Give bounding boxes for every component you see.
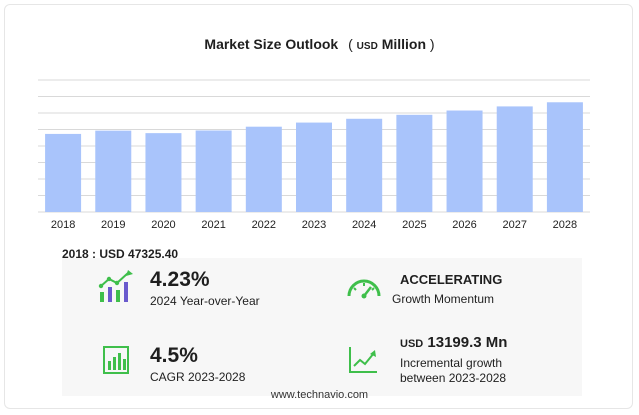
bar-2024 xyxy=(346,118,383,212)
growth-bars-icon xyxy=(98,270,133,302)
x-tick-label: 2027 xyxy=(502,219,526,231)
x-tick-label: 2020 xyxy=(151,219,175,231)
cagr-label: CAGR 2023-2028 xyxy=(150,370,246,384)
momentum-label: Growth Momentum xyxy=(392,292,495,306)
cagr-value: 4.5% xyxy=(150,344,198,367)
chart-title-main: Market Size Outlook xyxy=(204,36,339,52)
bar-2021 xyxy=(195,130,232,212)
x-tick-label: 2018 xyxy=(51,219,75,231)
bar-chart-icon xyxy=(103,346,129,374)
bar-2019 xyxy=(95,130,132,212)
bar-2022 xyxy=(245,126,282,212)
yoy-value: 4.23% xyxy=(150,268,210,291)
base-year-value: 2018 : USD 47325.40 xyxy=(62,247,179,261)
speedometer-icon xyxy=(347,279,381,299)
momentum-value: ACCELERATING xyxy=(400,272,503,287)
x-tick-label: 2023 xyxy=(302,219,326,231)
chart-title: Market Size Outlook ( USD Million ) xyxy=(0,36,639,52)
incremental-label-1: Incremental growth xyxy=(400,356,503,370)
bar-2026 xyxy=(446,110,483,212)
bar-2027 xyxy=(496,106,533,212)
chart-title-unit: ( USD Million ) xyxy=(348,36,435,52)
x-tick-label: 2025 xyxy=(402,219,426,231)
incremental-label-2: between 2023-2028 xyxy=(400,371,507,385)
x-tick-label: 2024 xyxy=(352,219,376,231)
bar-2020 xyxy=(145,133,182,212)
bar-2028 xyxy=(546,102,583,212)
x-tick-label: 2019 xyxy=(101,219,125,231)
x-tick-label: 2028 xyxy=(553,219,577,231)
bar-chart: 2018 2019 2020 2021 2022 2023 2024 2025 2026 2027… xyxy=(38,79,590,231)
x-tick-label: 2021 xyxy=(201,219,225,231)
card-frame xyxy=(4,4,633,409)
yoy-label: 2024 Year-over-Year xyxy=(150,294,260,308)
bar-2025 xyxy=(396,114,433,212)
line-chart-icon xyxy=(349,347,377,373)
incremental-value: USD 13199.3 Mn xyxy=(400,334,508,351)
metrics-panel xyxy=(62,258,582,396)
footer-url: www.technavio.com xyxy=(270,389,369,401)
x-tick-label: 2022 xyxy=(252,219,276,231)
x-tick-label: 2026 xyxy=(452,219,476,231)
bar-2023 xyxy=(296,122,332,212)
bar-2018 xyxy=(45,133,82,212)
